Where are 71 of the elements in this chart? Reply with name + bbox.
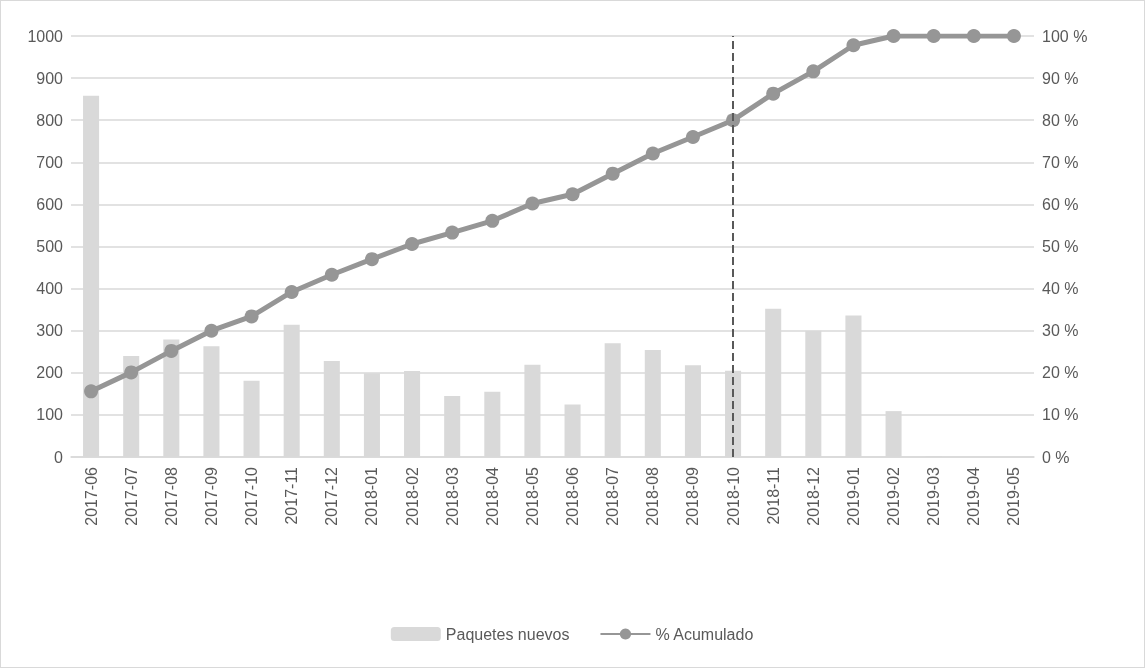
y2-tick-label: 10 % bbox=[1042, 406, 1079, 424]
y-tick-label: 900 bbox=[36, 69, 64, 87]
y-tick-label: 0 bbox=[54, 448, 64, 466]
x-tick-label: 2018-11 bbox=[764, 466, 782, 525]
x-tick-label: 2019-04 bbox=[965, 466, 983, 526]
point bbox=[926, 29, 941, 43]
x-tick-label: 2017-07 bbox=[122, 466, 140, 526]
point bbox=[806, 64, 821, 79]
x-tick-label: 2018-02 bbox=[403, 466, 421, 526]
point bbox=[445, 225, 460, 240]
y-tick-label: 100 bbox=[36, 406, 64, 424]
x-tick-label: 2017-06 bbox=[82, 466, 100, 526]
x-tick-label: 2018-03 bbox=[443, 466, 461, 526]
x-tick-label: 2018-05 bbox=[523, 466, 541, 526]
y-tick-label: 500 bbox=[36, 238, 64, 255]
point bbox=[525, 196, 540, 211]
point bbox=[164, 343, 179, 358]
x-tick-label: 2019-05 bbox=[1005, 466, 1023, 526]
point bbox=[405, 236, 420, 251]
y2-tick-label: 90 % bbox=[1042, 69, 1079, 87]
y2-tick-label: 70 % bbox=[1042, 153, 1079, 171]
y-tick-label: 1000 bbox=[27, 27, 64, 45]
y2-tick-label: 60 % bbox=[1042, 195, 1079, 213]
point bbox=[364, 252, 379, 267]
point bbox=[565, 187, 580, 202]
y-tick-label: 600 bbox=[36, 195, 64, 213]
x-tick-label: 2017-12 bbox=[323, 466, 341, 526]
x-tick-label: 2019-02 bbox=[885, 466, 903, 526]
point bbox=[485, 213, 500, 228]
x-tick-label: 2018-12 bbox=[804, 466, 822, 526]
y2-tick-label: 50 % bbox=[1042, 238, 1079, 255]
y2-tick-label: 0 % bbox=[1042, 448, 1070, 466]
y2-tick-label: 40 % bbox=[1042, 280, 1079, 298]
y-tick-label: 800 bbox=[36, 111, 64, 129]
y2-tick-label: 20 % bbox=[1042, 364, 1079, 382]
point bbox=[886, 29, 901, 43]
x-tick-label: 2017-11 bbox=[283, 466, 301, 525]
point bbox=[244, 309, 259, 324]
point bbox=[766, 86, 781, 101]
x-tick-label: 2017-10 bbox=[243, 466, 261, 526]
point bbox=[846, 38, 861, 53]
y2-tick-label: 30 % bbox=[1042, 322, 1079, 340]
x-tick-label: 2018-01 bbox=[363, 466, 381, 526]
y-tick-label: 200 bbox=[36, 364, 64, 382]
point bbox=[324, 267, 339, 282]
x-tick-label: 2018-04 bbox=[483, 466, 501, 526]
y2-tick-label: 80 % bbox=[1042, 111, 1079, 129]
point bbox=[124, 365, 139, 380]
x-tick-label: 2018-09 bbox=[684, 466, 702, 526]
legend-label: Paquetes nuevos bbox=[445, 625, 570, 643]
x-tick-label: 2017-08 bbox=[162, 466, 180, 526]
point bbox=[645, 146, 660, 161]
point bbox=[605, 166, 620, 181]
y-tick-label: 700 bbox=[36, 153, 64, 171]
x-tick-label: 2017-09 bbox=[202, 466, 220, 526]
point bbox=[204, 323, 219, 338]
x-tick-label: 2018-07 bbox=[604, 466, 622, 526]
x-tick-label: 2018-08 bbox=[644, 466, 662, 526]
y2-tick-label: 100 % bbox=[1042, 27, 1088, 45]
point bbox=[685, 130, 700, 145]
point bbox=[1006, 29, 1021, 43]
y-tick-label: 400 bbox=[36, 280, 64, 298]
point bbox=[84, 384, 99, 399]
x-tick-label: 2019-01 bbox=[844, 466, 862, 526]
legend-label: % Acumulado bbox=[655, 625, 754, 643]
point bbox=[966, 29, 981, 43]
y-tick-label: 300 bbox=[36, 322, 64, 340]
point bbox=[284, 284, 299, 299]
x-tick-label: 2018-10 bbox=[724, 466, 742, 526]
x-tick-label: 2019-03 bbox=[925, 466, 943, 526]
x-tick-label: 2018-06 bbox=[564, 466, 582, 526]
